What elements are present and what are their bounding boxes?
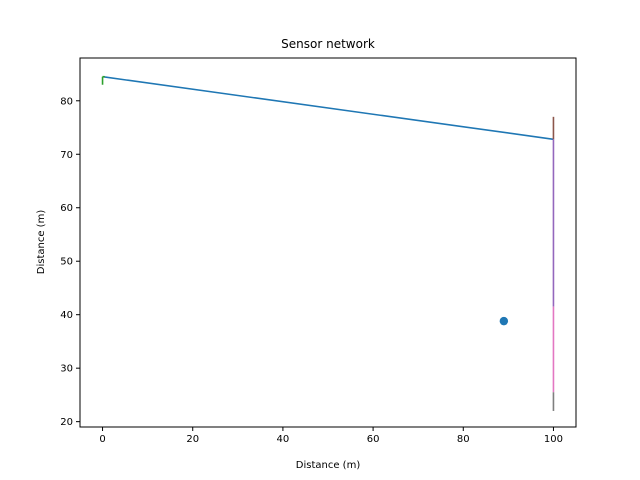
x-tick-label: 40 — [277, 434, 290, 445]
y-tick-label: 40 — [60, 310, 73, 321]
series-line-1 — [102, 75, 554, 141]
y-tick-label: 60 — [60, 203, 73, 214]
x-tick-label: 20 — [186, 434, 199, 445]
x-tick-label: 80 — [457, 434, 470, 445]
x-tick-label: 100 — [544, 434, 563, 445]
plot-area — [101, 75, 555, 411]
chart-title: Sensor network — [281, 37, 375, 51]
x-tick-label: 0 — [99, 434, 105, 445]
y-tick-label: 50 — [60, 257, 73, 268]
scatter-point — [499, 316, 509, 326]
y-tick-label: 20 — [60, 417, 73, 428]
x-axis-label: Distance (m) — [296, 460, 361, 471]
x-tick-label: 60 — [367, 434, 380, 445]
x-axis: 0 20 40 60 80 100 — [99, 427, 563, 445]
y-axis: 20 30 40 50 60 70 80 — [60, 96, 80, 428]
y-tick-label: 30 — [60, 364, 73, 375]
y-axis-label: Distance (m) — [36, 210, 47, 275]
y-tick-label: 80 — [60, 96, 73, 107]
axes-frame — [79, 57, 577, 428]
y-tick-label: 70 — [60, 150, 73, 161]
